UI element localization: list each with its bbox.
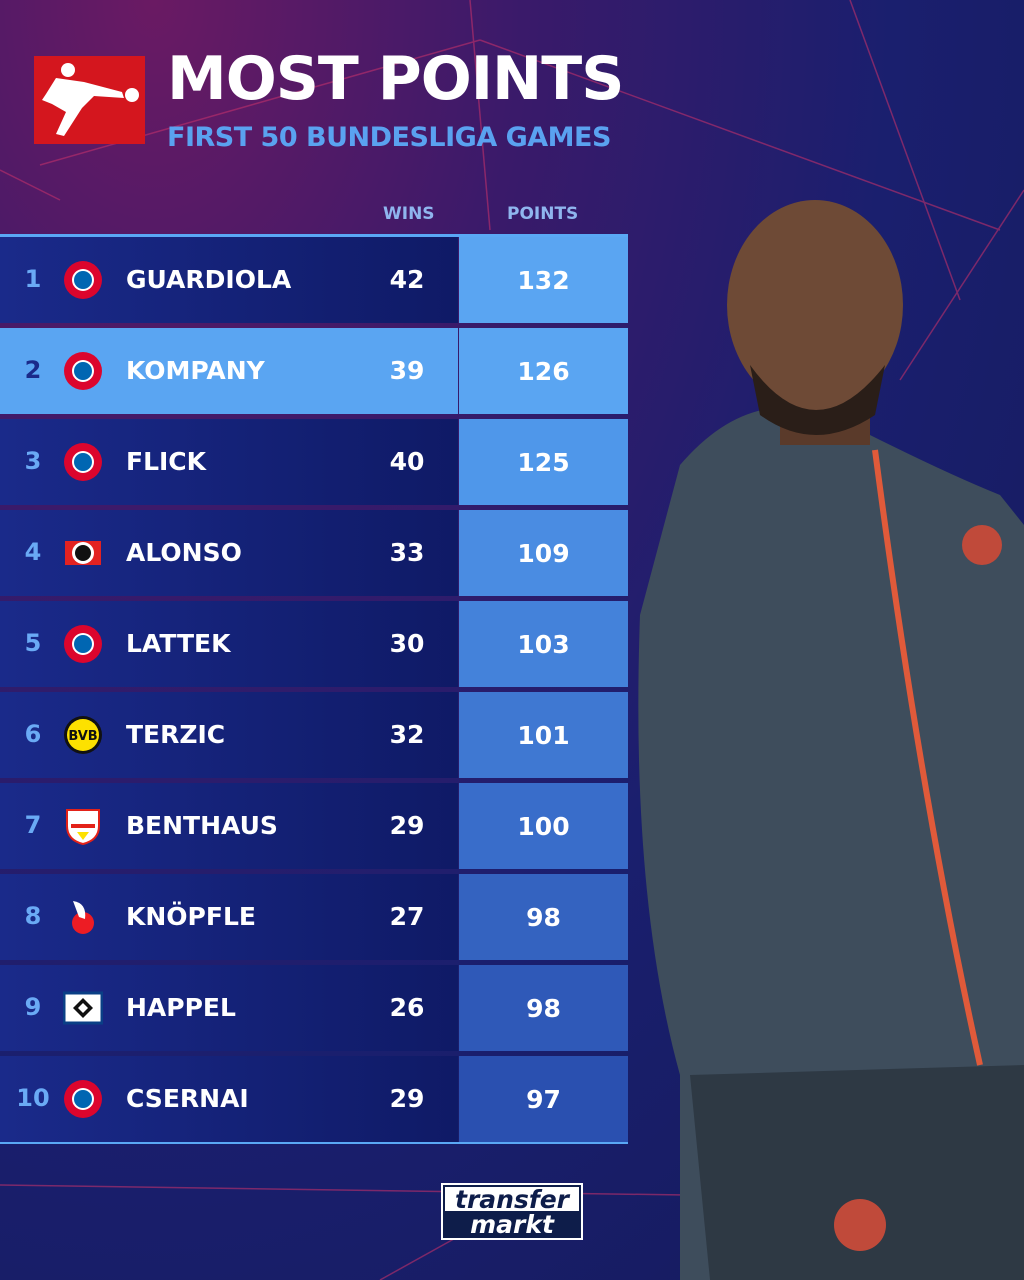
wins-value: 30 (389, 629, 425, 658)
coach-name: LATTEK (126, 629, 231, 658)
wins-value: 32 (389, 720, 425, 749)
points-column-header: POINTS (507, 204, 579, 224)
table-row: 10 CSERNAI 29 97 (0, 1056, 628, 1142)
wins-value: 29 (389, 1084, 425, 1113)
coach-photo (638, 200, 1024, 1280)
bayern-munich-badge-icon (64, 443, 102, 481)
table-row: 4 ALONSO 33 109 (0, 510, 628, 596)
rank: 6 (24, 720, 42, 748)
wins-value: 33 (389, 538, 425, 567)
table-row: 2 KOMPANY 39 126 (0, 328, 628, 414)
points-value: 97 (459, 1056, 628, 1142)
points-value: 109 (459, 510, 628, 596)
table-bottom-divider (0, 1142, 628, 1144)
bayern-munich-badge-icon (64, 1080, 102, 1118)
points-value: 125 (459, 419, 628, 505)
svg-text:BVB: BVB (68, 729, 97, 744)
rank: 7 (24, 811, 42, 839)
coach-name: ALONSO (126, 538, 242, 567)
points-value: 103 (459, 601, 628, 687)
borussia-dortmund-badge-icon: BVB (64, 716, 102, 754)
bayern-munich-badge-icon (64, 261, 102, 299)
wins-value: 40 (389, 447, 425, 476)
points-value: 132 (459, 237, 628, 323)
wins-value: 26 (389, 993, 425, 1022)
table-row: 3 FLICK 40 125 (0, 419, 628, 505)
table-row: 6 BVB TERZIC 32 101 (0, 692, 628, 778)
coach-name: CSERNAI (126, 1084, 249, 1113)
rank: 4 (24, 538, 42, 566)
points-value: 101 (459, 692, 628, 778)
table-row: 9 HAPPEL 26 98 (0, 965, 628, 1051)
coach-name: GUARDIOLA (126, 265, 292, 294)
table-row: 8 KNÖPFLE 27 98 (0, 874, 628, 960)
bayer-leverkusen-badge-icon (65, 541, 101, 565)
coach-name: KNÖPFLE (126, 902, 256, 931)
page-subtitle: FIRST 50 BUNDESLIGA GAMES (167, 122, 611, 153)
hamburger-sv-badge-icon (63, 991, 103, 1025)
fc-koln-badge-icon (72, 901, 94, 934)
bayern-munich-badge-icon (64, 625, 102, 663)
wins-value: 39 (389, 356, 425, 385)
points-value: 126 (459, 328, 628, 414)
points-value: 98 (459, 874, 628, 960)
wins-column-header: WINS (383, 204, 435, 224)
points-value: 98 (459, 965, 628, 1051)
coach-name: HAPPEL (126, 993, 236, 1022)
table-row: 7 BENTHAUS 29 100 (0, 783, 628, 869)
table-row: 5 LATTEK 30 103 (0, 601, 628, 687)
rank: 1 (24, 265, 42, 293)
coach-name: TERZIC (126, 720, 226, 749)
coach-name: KOMPANY (126, 356, 265, 385)
table-top-divider (0, 234, 628, 237)
points-value: 100 (459, 783, 628, 869)
rank: 3 (24, 447, 42, 475)
table-row: 1 GUARDIOLA 42 132 (0, 237, 628, 323)
page-title: MOST POINTS (167, 44, 624, 114)
bundesliga-logo (34, 56, 145, 144)
rank: 2 (24, 356, 42, 384)
bayern-munich-badge-icon (64, 352, 102, 390)
coach-name: FLICK (126, 447, 207, 476)
player-silhouette-icon (42, 63, 139, 136)
rank: 10 (16, 1084, 50, 1112)
wins-value: 42 (389, 265, 425, 294)
rank: 8 (24, 902, 42, 930)
transfermarkt-logo: transfer markt (441, 1183, 583, 1240)
wins-value: 27 (389, 902, 425, 931)
rank: 5 (24, 629, 42, 657)
rank: 9 (24, 993, 42, 1021)
coach-name: BENTHAUS (126, 811, 278, 840)
wins-value: 29 (389, 811, 425, 840)
vfb-stuttgart-badge-icon (66, 809, 100, 846)
